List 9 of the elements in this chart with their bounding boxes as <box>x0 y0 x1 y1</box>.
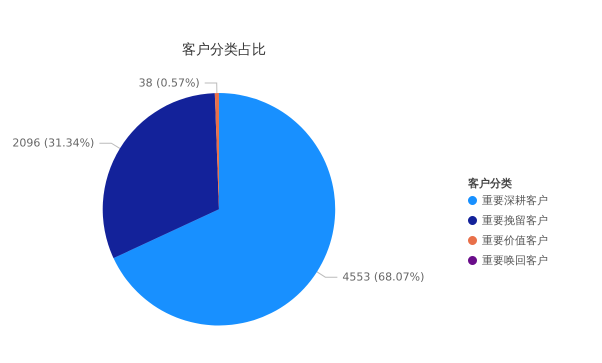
data-label: 2096 (31.34%) <box>12 136 94 150</box>
chart-title: 客户分类占比 <box>182 42 266 58</box>
legend-title: 客户分类 <box>467 177 512 190</box>
legend-label: 重要唤回客户 <box>482 254 548 267</box>
data-label: 4553 (68.07%) <box>342 270 424 284</box>
legend-label: 重要深耕客户 <box>482 194 548 207</box>
legend-label: 重要价值客户 <box>482 234 548 247</box>
legend-label: 重要挽留客户 <box>482 214 548 227</box>
data-label: 38 (0.57%) <box>138 76 200 90</box>
